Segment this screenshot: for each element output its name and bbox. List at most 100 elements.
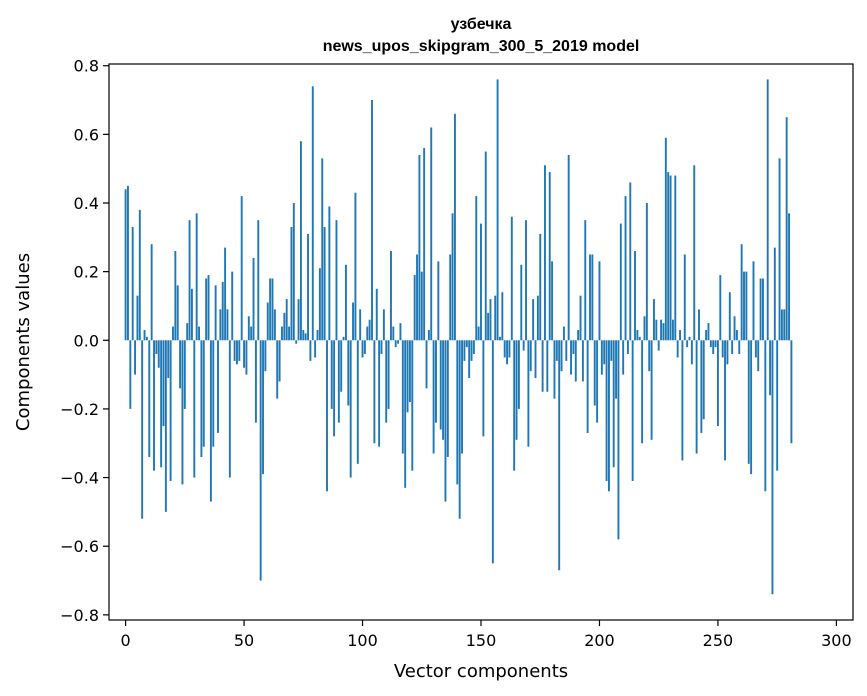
bar-156 [494, 295, 497, 341]
bar-64 [276, 340, 279, 399]
bar-266 [754, 340, 757, 358]
bar-261 [743, 271, 745, 341]
bar-118 [404, 340, 407, 488]
bar-83 [321, 158, 324, 341]
bar-79 [311, 86, 314, 341]
y-tick-label: −0.4 [60, 469, 99, 488]
bar-42 [224, 247, 227, 341]
bar-3 [131, 227, 134, 341]
bar-208 [617, 340, 620, 540]
bar-200 [598, 261, 601, 341]
bar-24 [181, 340, 184, 485]
bar-210 [622, 340, 625, 375]
bar-206 [612, 340, 615, 468]
bar-155 [491, 340, 494, 564]
bar-46 [233, 340, 236, 361]
bar-68 [285, 299, 288, 341]
bar-184 [560, 340, 563, 372]
bar-183 [558, 340, 561, 571]
bar-40 [219, 309, 222, 341]
chart-subtitle: news_upos_skipgram_300_5_2019 model [323, 38, 640, 55]
bar-233 [676, 340, 679, 358]
bar-145 [468, 340, 471, 379]
bar-179 [548, 172, 551, 341]
y-axis: −0.8 −0.6 −0.4 −0.2 0.0 0.2 0.4 0.6 0.8 [60, 57, 109, 625]
bar-75 [302, 329, 305, 341]
y-tick-label: 0.2 [74, 263, 99, 282]
bar-87 [330, 340, 333, 409]
bar-59 [264, 340, 267, 372]
bar-90 [337, 340, 340, 423]
bar-133 [439, 340, 442, 430]
y-tick-label: 0.4 [74, 194, 99, 213]
bar-84 [323, 227, 326, 341]
bar-244 [702, 340, 705, 420]
plot-frame [108, 63, 854, 621]
bar-161 [506, 340, 509, 365]
bar-0 [124, 189, 127, 341]
bar-2 [129, 340, 132, 409]
bar-97 [354, 192, 357, 341]
bar-122 [413, 275, 416, 341]
bar-38 [214, 285, 217, 341]
bar-203 [605, 340, 608, 481]
bar-82 [318, 268, 321, 341]
bar-158 [499, 336, 501, 341]
bar-77 [307, 233, 309, 341]
bar-50 [243, 340, 246, 368]
bar-149 [477, 326, 480, 341]
bar-268 [759, 278, 762, 341]
bar-30 [195, 213, 198, 341]
bar-223 [653, 299, 655, 341]
bar-8 [143, 329, 146, 341]
bar-212 [626, 340, 629, 355]
bar-242 [698, 309, 700, 341]
bar-92 [342, 336, 345, 341]
bar-16 [162, 340, 165, 427]
bar-109 [382, 309, 385, 341]
bar-269 [762, 278, 764, 341]
bar-72 [295, 340, 298, 344]
bar-193 [581, 340, 584, 382]
bar-154 [489, 299, 492, 341]
bar-28 [190, 288, 193, 341]
bar-9 [145, 336, 148, 341]
bar-57 [259, 340, 262, 581]
bar-91 [340, 340, 343, 392]
bar-51 [245, 340, 248, 375]
y-tick-label: −0.2 [60, 400, 99, 419]
bar-240 [693, 165, 696, 341]
bar-54 [252, 257, 255, 341]
bar-152 [484, 151, 487, 341]
bar-189 [572, 340, 575, 355]
bar-55 [254, 340, 257, 423]
bar-25 [183, 340, 186, 409]
bar-132 [437, 261, 440, 341]
bar-213 [629, 182, 632, 341]
bar-100 [361, 340, 364, 358]
bar-243 [700, 340, 703, 433]
bar-228 [664, 137, 667, 341]
bar-37 [212, 340, 215, 447]
y-tick-label: 0.0 [74, 331, 99, 350]
bar-17 [164, 340, 167, 512]
bar-89 [335, 220, 338, 341]
bar-144 [465, 340, 468, 348]
bar-123 [416, 254, 418, 341]
bar-205 [610, 340, 613, 361]
bar-66 [281, 326, 283, 341]
bar-252 [721, 340, 724, 358]
bar-69 [288, 326, 291, 341]
bar-74 [299, 141, 302, 341]
bar-177 [544, 165, 546, 341]
bar-271 [766, 79, 769, 341]
bar-279 [785, 117, 788, 341]
bar-113 [392, 326, 395, 341]
bar-116 [399, 323, 402, 341]
bar-7 [141, 340, 144, 519]
bar-11 [150, 244, 153, 341]
bar-163 [510, 216, 513, 341]
bar-140 [456, 340, 459, 485]
bar-241 [695, 340, 698, 454]
x-axis-label: Vector components [394, 661, 568, 682]
